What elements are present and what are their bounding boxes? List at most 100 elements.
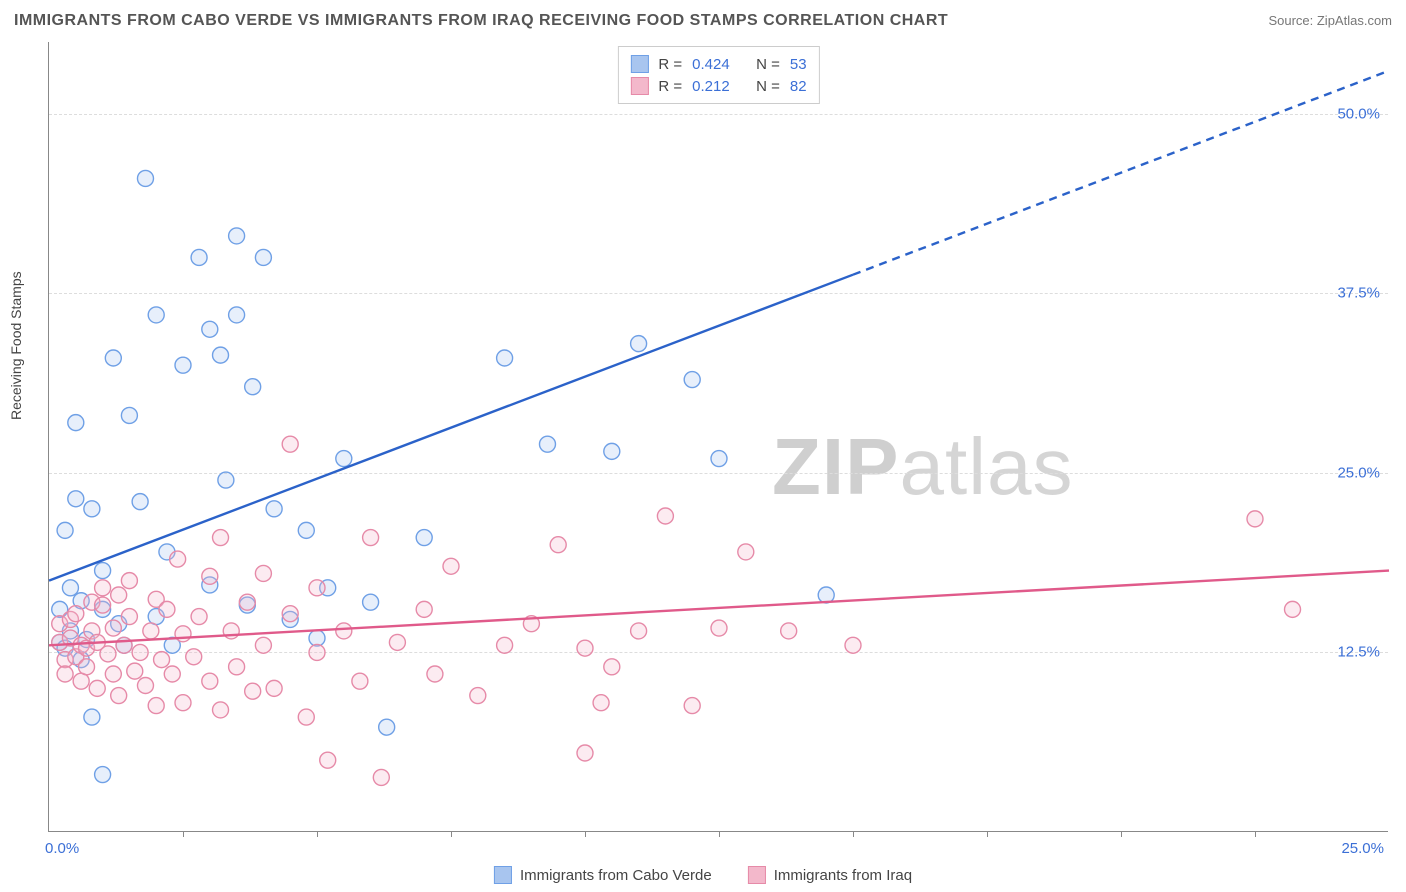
r-value-0: 0.424	[692, 56, 738, 73]
data-point-series-1	[416, 601, 432, 617]
swatch-series-1	[630, 77, 648, 95]
data-point-series-1	[684, 698, 700, 714]
data-point-series-0	[309, 630, 325, 646]
data-point-series-1	[170, 551, 186, 567]
data-point-series-0	[266, 501, 282, 517]
legend-item-0: Immigrants from Cabo Verde	[494, 866, 712, 884]
data-point-series-1	[245, 683, 261, 699]
data-point-series-1	[298, 709, 314, 725]
data-point-series-1	[443, 558, 459, 574]
data-point-series-0	[229, 307, 245, 323]
data-point-series-0	[62, 580, 78, 596]
data-point-series-1	[175, 695, 191, 711]
legend-item-1: Immigrants from Iraq	[748, 866, 912, 884]
data-point-series-0	[255, 249, 271, 265]
scatter-svg	[49, 42, 1388, 831]
data-point-series-0	[213, 347, 229, 363]
data-point-series-1	[577, 640, 593, 656]
data-point-series-1	[154, 652, 170, 668]
swatch-series-0	[494, 866, 512, 884]
data-point-series-0	[363, 594, 379, 610]
data-point-series-0	[336, 451, 352, 467]
data-point-series-1	[550, 537, 566, 553]
data-point-series-1	[202, 568, 218, 584]
data-point-series-1	[57, 666, 73, 682]
data-point-series-0	[57, 522, 73, 538]
data-point-series-0	[137, 170, 153, 186]
data-point-series-0	[416, 530, 432, 546]
data-point-series-1	[577, 745, 593, 761]
data-point-series-0	[497, 350, 513, 366]
data-point-series-0	[132, 494, 148, 510]
data-point-series-1	[282, 436, 298, 452]
n-label: N =	[756, 56, 780, 73]
x-tick-mark	[1255, 831, 1256, 837]
data-point-series-0	[298, 522, 314, 538]
data-point-series-1	[105, 666, 121, 682]
data-point-series-1	[186, 649, 202, 665]
data-point-series-0	[95, 563, 111, 579]
data-point-series-1	[255, 637, 271, 653]
title-bar: IMMIGRANTS FROM CABO VERDE VS IMMIGRANTS…	[14, 12, 1392, 30]
data-point-series-1	[164, 666, 180, 682]
r-label: R =	[658, 78, 682, 95]
data-point-series-1	[121, 609, 137, 625]
data-point-series-1	[352, 673, 368, 689]
legend-correlation: R = 0.424 N = 53 R = 0.212 N = 82	[617, 46, 819, 104]
data-point-series-1	[593, 695, 609, 711]
legend-label-1: Immigrants from Iraq	[774, 867, 912, 884]
data-point-series-1	[336, 623, 352, 639]
data-point-series-1	[845, 637, 861, 653]
x-tick-mark	[853, 831, 854, 837]
data-point-series-0	[105, 350, 121, 366]
data-point-series-1	[711, 620, 727, 636]
data-point-series-1	[239, 594, 255, 610]
legend-label-0: Immigrants from Cabo Verde	[520, 867, 712, 884]
data-point-series-1	[309, 580, 325, 596]
data-point-series-0	[218, 472, 234, 488]
data-point-series-1	[389, 634, 405, 650]
data-point-series-1	[213, 530, 229, 546]
legend-row-series-1: R = 0.212 N = 82	[630, 75, 806, 97]
data-point-series-0	[245, 379, 261, 395]
swatch-series-0	[630, 55, 648, 73]
data-point-series-1	[373, 769, 389, 785]
plot-area: ZIPatlas 12.5%25.0%37.5%50.0% 0.0% 25.0%…	[48, 42, 1388, 832]
data-point-series-1	[738, 544, 754, 560]
data-point-series-1	[1285, 601, 1301, 617]
regression-line-series-0	[49, 275, 853, 581]
data-point-series-0	[539, 436, 555, 452]
data-point-series-1	[121, 573, 137, 589]
data-point-series-1	[213, 702, 229, 718]
data-point-series-1	[191, 609, 207, 625]
swatch-series-1	[748, 866, 766, 884]
data-point-series-1	[105, 620, 121, 636]
data-point-series-0	[202, 321, 218, 337]
x-tick-mark	[183, 831, 184, 837]
data-point-series-1	[781, 623, 797, 639]
r-value-1: 0.212	[692, 78, 738, 95]
data-point-series-0	[229, 228, 245, 244]
data-point-series-1	[657, 508, 673, 524]
y-axis-label: Receiving Food Stamps	[8, 271, 24, 420]
regression-line-dashed-series-0	[853, 71, 1389, 275]
data-point-series-0	[631, 336, 647, 352]
legend-series: Immigrants from Cabo Verde Immigrants fr…	[494, 866, 912, 884]
data-point-series-1	[427, 666, 443, 682]
data-point-series-1	[79, 659, 95, 675]
data-point-series-0	[191, 249, 207, 265]
data-point-series-1	[229, 659, 245, 675]
data-point-series-1	[1247, 511, 1263, 527]
data-point-series-1	[255, 565, 271, 581]
data-point-series-1	[100, 646, 116, 662]
x-tick-mark	[585, 831, 586, 837]
data-point-series-1	[320, 752, 336, 768]
data-point-series-1	[309, 644, 325, 660]
data-point-series-1	[604, 659, 620, 675]
x-tick-mark	[451, 831, 452, 837]
data-point-series-0	[84, 709, 100, 725]
data-point-series-1	[143, 623, 159, 639]
data-point-series-1	[89, 680, 105, 696]
data-point-series-1	[631, 623, 647, 639]
data-point-series-1	[95, 580, 111, 596]
